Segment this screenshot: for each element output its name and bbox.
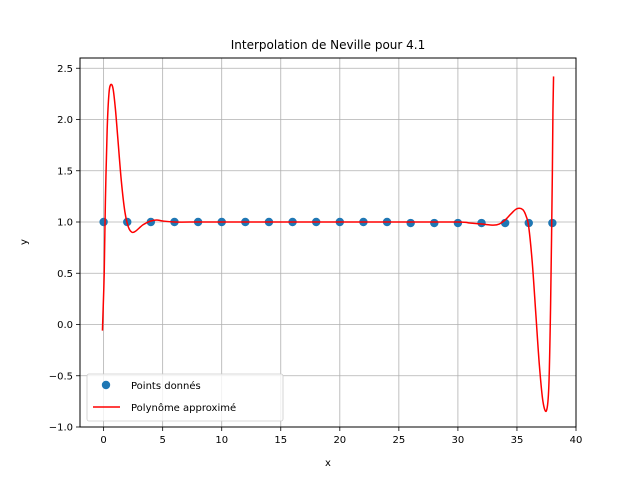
data-point <box>99 217 108 227</box>
x-tick-label: 25 <box>392 435 405 446</box>
y-tick-label: 2.0 <box>57 115 73 126</box>
x-tick-label: 35 <box>511 435 524 446</box>
chart-title: Interpolation de Neville pour 4.1 <box>231 38 425 52</box>
data-point <box>477 218 486 228</box>
data-point <box>406 218 415 228</box>
axes-frame <box>79 57 577 428</box>
y-tick-label: 2.5 <box>57 64 73 75</box>
y-tick-label: 0.5 <box>57 269 73 280</box>
plot-area <box>99 76 557 413</box>
y-tick-label: 1.5 <box>57 166 73 177</box>
x-tick-label: 20 <box>333 435 346 446</box>
x-axis: 0 5 10 15 20 25 30 35 40 <box>100 427 582 446</box>
y-axis: −1.0 −0.5 0.0 0.5 1.0 1.5 2.0 2.5 <box>49 64 80 434</box>
polynomial-line <box>101 76 555 413</box>
y-tick-label: −0.5 <box>49 371 73 382</box>
y-tick-label: 1.0 <box>57 218 73 229</box>
x-tick-label: 15 <box>274 435 287 446</box>
legend-label-line: Polynôme approximé <box>131 402 236 414</box>
y-axis-label: y <box>19 239 30 245</box>
x-tick-label: 5 <box>159 435 165 446</box>
y-tick-label: −1.0 <box>49 423 73 434</box>
x-tick-label: 40 <box>570 435 583 446</box>
data-point <box>453 218 463 228</box>
legend-marker-points <box>101 380 111 390</box>
data-point <box>430 218 439 228</box>
legend-label-points: Points donnés <box>131 380 201 392</box>
x-tick-label: 10 <box>215 435 228 446</box>
x-axis-label: x <box>325 458 331 469</box>
legend: Points donnés Polynôme approximé <box>86 373 284 422</box>
x-tick-label: 30 <box>452 435 465 446</box>
legend-box <box>86 373 284 422</box>
y-tick-label: 0.0 <box>57 320 73 331</box>
x-tick-label: 0 <box>100 435 106 446</box>
